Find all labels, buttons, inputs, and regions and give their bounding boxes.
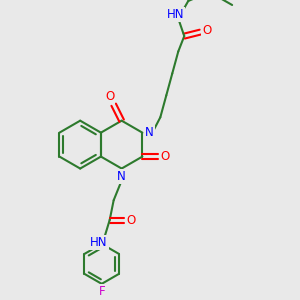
Text: O: O	[105, 90, 114, 103]
Text: HN: HN	[90, 236, 107, 249]
Text: N: N	[145, 126, 154, 139]
Text: N: N	[117, 170, 126, 183]
Text: O: O	[126, 214, 135, 226]
Text: F: F	[98, 285, 105, 298]
Text: HN: HN	[167, 8, 184, 21]
Text: O: O	[202, 24, 212, 37]
Text: O: O	[161, 150, 170, 163]
